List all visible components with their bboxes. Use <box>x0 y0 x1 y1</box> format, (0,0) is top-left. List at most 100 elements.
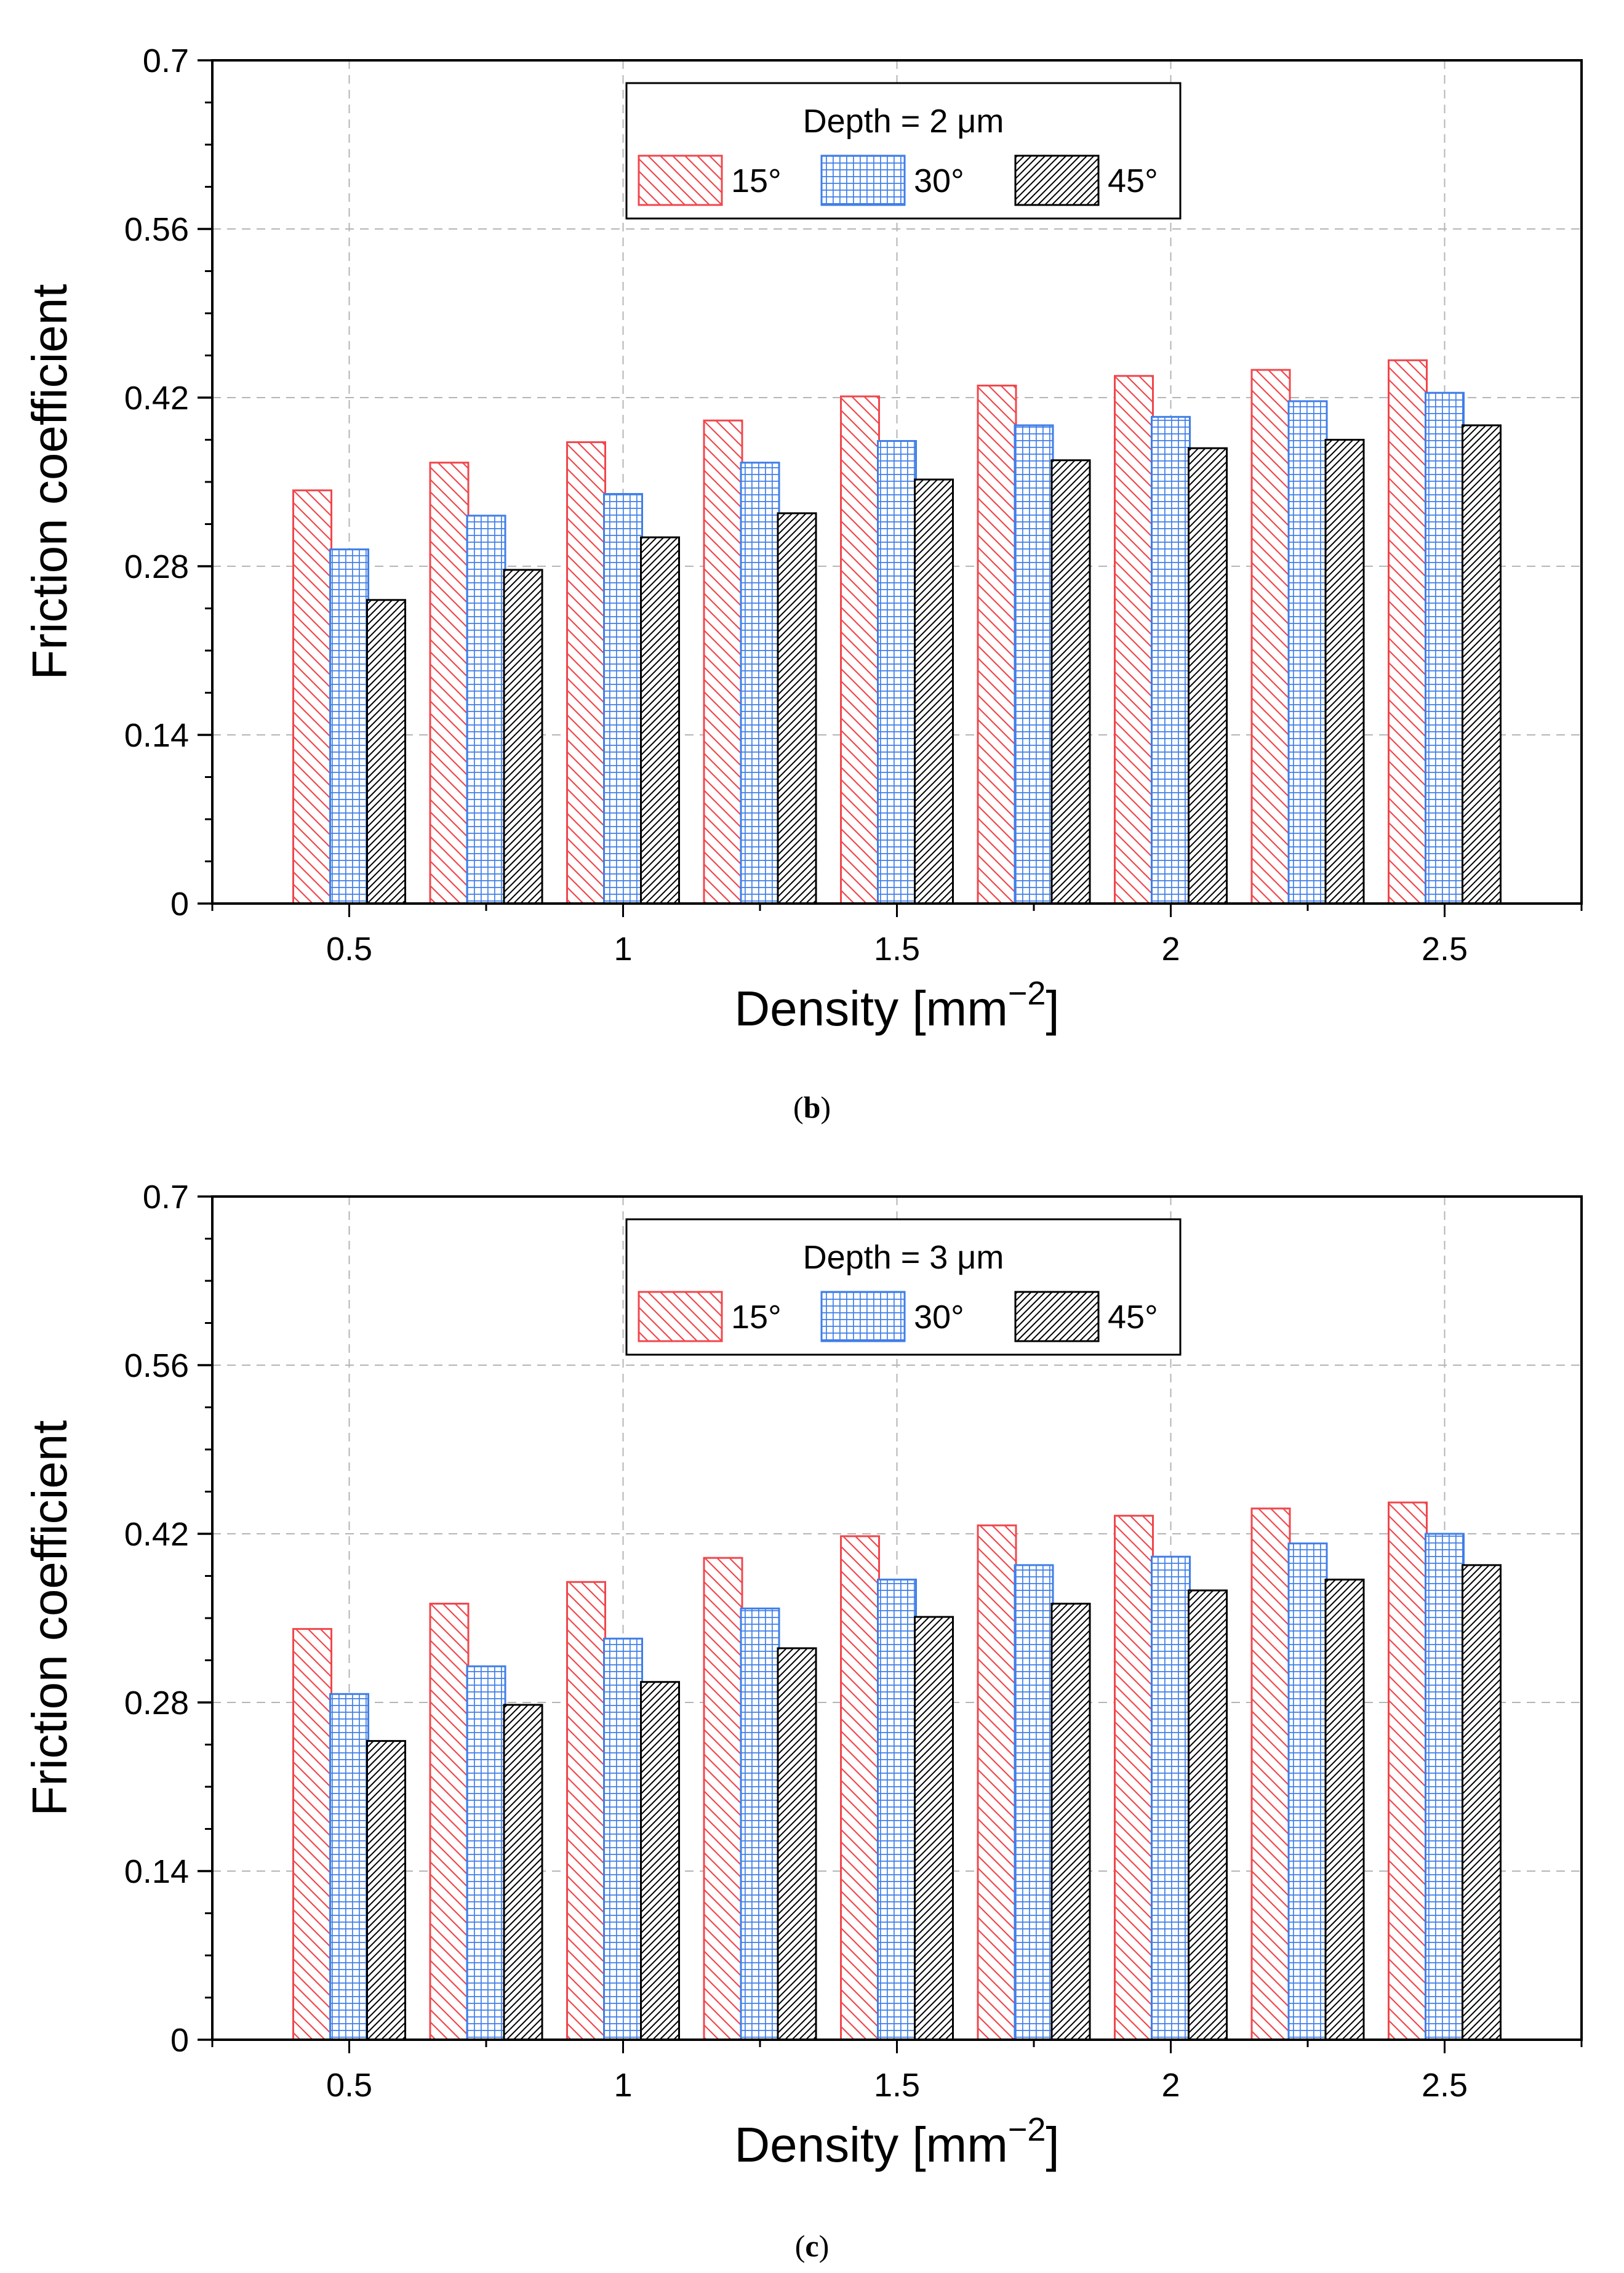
legend-swatch-30 <box>820 154 906 206</box>
bar-45deg-1.25 <box>777 512 817 905</box>
bar-30deg-1.5 <box>877 439 917 905</box>
y-tick-label: 0.42 <box>124 380 189 417</box>
bar-15deg-1 <box>566 441 606 905</box>
bar-30deg-2 <box>1151 1555 1191 2041</box>
bar-30deg-1 <box>603 493 643 905</box>
x-axis-label: Density [mm−2] <box>734 2111 1059 2172</box>
x-axis: 0.5 1 1.5 2 2.5 <box>211 904 1583 968</box>
bar-15deg-1.25 <box>703 419 743 905</box>
bar-15deg-1.75 <box>977 1524 1017 2041</box>
legend-label-15: 15° <box>731 1299 782 1336</box>
legend-swatch-45 <box>1014 154 1100 206</box>
bar-30deg-2.25 <box>1287 1542 1328 2041</box>
bar-15deg-0.75 <box>429 1603 470 2041</box>
bar-30deg-1.75 <box>1014 424 1054 905</box>
bar-30deg-2.5 <box>1425 1533 1465 2041</box>
bar-30deg-0.75 <box>466 1665 506 2041</box>
bar-45deg-1.5 <box>914 478 954 905</box>
bar-30deg-1.25 <box>740 462 780 905</box>
y-axis: 0 0.14 0.28 0.42 0.56 0.7 <box>124 42 212 923</box>
bar-30deg-0.5 <box>329 1693 369 2041</box>
bar-15deg-2 <box>1114 1515 1154 2041</box>
bar-15deg-0.5 <box>292 1628 332 2041</box>
bar-30deg-0.5 <box>329 548 369 905</box>
y-axis-label: Friction coefficient <box>22 284 77 679</box>
bars <box>292 359 1502 905</box>
bar-45deg-1.25 <box>777 1647 817 2041</box>
y-tick-label: 0.7 <box>143 42 189 79</box>
bar-15deg-0.75 <box>429 462 470 905</box>
bar-45deg-1.75 <box>1050 1603 1091 2041</box>
legend-title: Depth = 3 μm <box>803 1239 1004 1276</box>
legend: Depth = 2 μm 15° 30° 45° <box>625 82 1182 220</box>
bar-chart-c: 0 0.14 0.28 0.42 0.56 0.7 0.5 1 1.5 2 2.5 Density [… <box>22 1179 1583 2172</box>
bar-45deg-2.25 <box>1324 1578 1365 2041</box>
figure-panel-c: 0 0.14 0.28 0.42 0.56 0.7 0.5 1 1.5 2 2.5 Density [… <box>0 1136 1624 2273</box>
bar-30deg-1.75 <box>1014 1564 1054 2041</box>
bar-30deg-0.75 <box>466 515 506 905</box>
bar-30deg-1.5 <box>877 1578 917 2041</box>
x-tick-label: 1 <box>614 2067 632 2104</box>
bar-15deg-1.25 <box>703 1557 743 2041</box>
bar-15deg-2.25 <box>1250 1507 1291 2041</box>
legend-label-45: 45° <box>1108 1299 1158 1336</box>
legend-swatch-15 <box>638 154 723 206</box>
x-axis-label: Density [mm−2] <box>734 975 1059 1036</box>
x-tick-label: 2.5 <box>1422 2067 1468 2104</box>
bar-chart-b: 0 0.14 0.28 0.42 0.56 0.7 0.5 1 1.5 2 2.5 Density [… <box>22 42 1583 1036</box>
bar-15deg-1.75 <box>977 384 1017 905</box>
legend-swatch-15 <box>638 1291 723 1342</box>
y-axis-label: Friction coefficient <box>22 1420 77 1816</box>
bar-45deg-1.5 <box>914 1616 954 2041</box>
x-tick-label: 1 <box>614 931 632 968</box>
legend-label-30: 30° <box>914 1299 964 1336</box>
bar-45deg-1 <box>640 536 680 905</box>
bar-30deg-1 <box>603 1637 643 2041</box>
x-axis: 0.5 1 1.5 2 2.5 <box>211 2040 1583 2104</box>
bar-15deg-1.5 <box>840 395 880 905</box>
legend-label-15: 15° <box>731 162 782 199</box>
bar-45deg-0.75 <box>503 569 543 905</box>
y-tick-label: 0.56 <box>124 211 189 248</box>
y-tick-label: 0.56 <box>124 1347 189 1384</box>
bar-15deg-1 <box>566 1581 606 2041</box>
legend-swatch-30 <box>820 1291 906 1342</box>
legend-title: Depth = 2 μm <box>803 103 1004 140</box>
bar-30deg-2.5 <box>1425 391 1465 905</box>
x-tick-label: 0.5 <box>326 931 372 968</box>
bars <box>292 1501 1502 2041</box>
x-tick-label: 2.5 <box>1422 931 1468 968</box>
y-tick-label: 0.28 <box>124 548 189 585</box>
figure-caption: (c) <box>794 2229 830 2263</box>
y-tick-label: 0.14 <box>124 1853 189 1890</box>
y-tick-label: 0.28 <box>124 1685 189 1722</box>
bar-15deg-2 <box>1114 375 1154 905</box>
y-tick-label: 0.42 <box>124 1516 189 1553</box>
bar-45deg-1.75 <box>1050 459 1091 905</box>
bar-30deg-2.25 <box>1287 400 1328 905</box>
bar-45deg-2 <box>1188 447 1228 905</box>
legend: Depth = 3 μm 15° 30° 45° <box>625 1218 1182 1356</box>
bar-45deg-1 <box>640 1681 680 2041</box>
legend-label-30: 30° <box>914 162 964 199</box>
bar-45deg-0.5 <box>366 1740 406 2041</box>
y-tick-label: 0 <box>170 2022 189 2059</box>
legend-swatch-45 <box>1014 1291 1100 1342</box>
x-tick-label: 1.5 <box>874 2067 920 2104</box>
y-tick-label: 0 <box>170 886 189 923</box>
x-tick-label: 2 <box>1161 2067 1180 2104</box>
y-tick-label: 0.14 <box>124 717 189 754</box>
bar-15deg-2.5 <box>1388 1501 1428 2041</box>
bar-30deg-2 <box>1151 415 1191 905</box>
bar-45deg-2.5 <box>1462 1564 1502 2041</box>
bar-45deg-2.5 <box>1462 424 1502 905</box>
bar-15deg-1.5 <box>840 1535 880 2041</box>
bar-30deg-1.25 <box>740 1607 780 2041</box>
bar-15deg-2.25 <box>1250 369 1291 905</box>
x-tick-label: 0.5 <box>326 2067 372 2104</box>
y-tick-label: 0.7 <box>143 1179 189 1216</box>
bar-15deg-2.5 <box>1388 359 1428 905</box>
figure-caption: (b) <box>793 1090 831 1124</box>
bar-45deg-2.25 <box>1324 439 1365 905</box>
x-tick-label: 2 <box>1161 931 1180 968</box>
